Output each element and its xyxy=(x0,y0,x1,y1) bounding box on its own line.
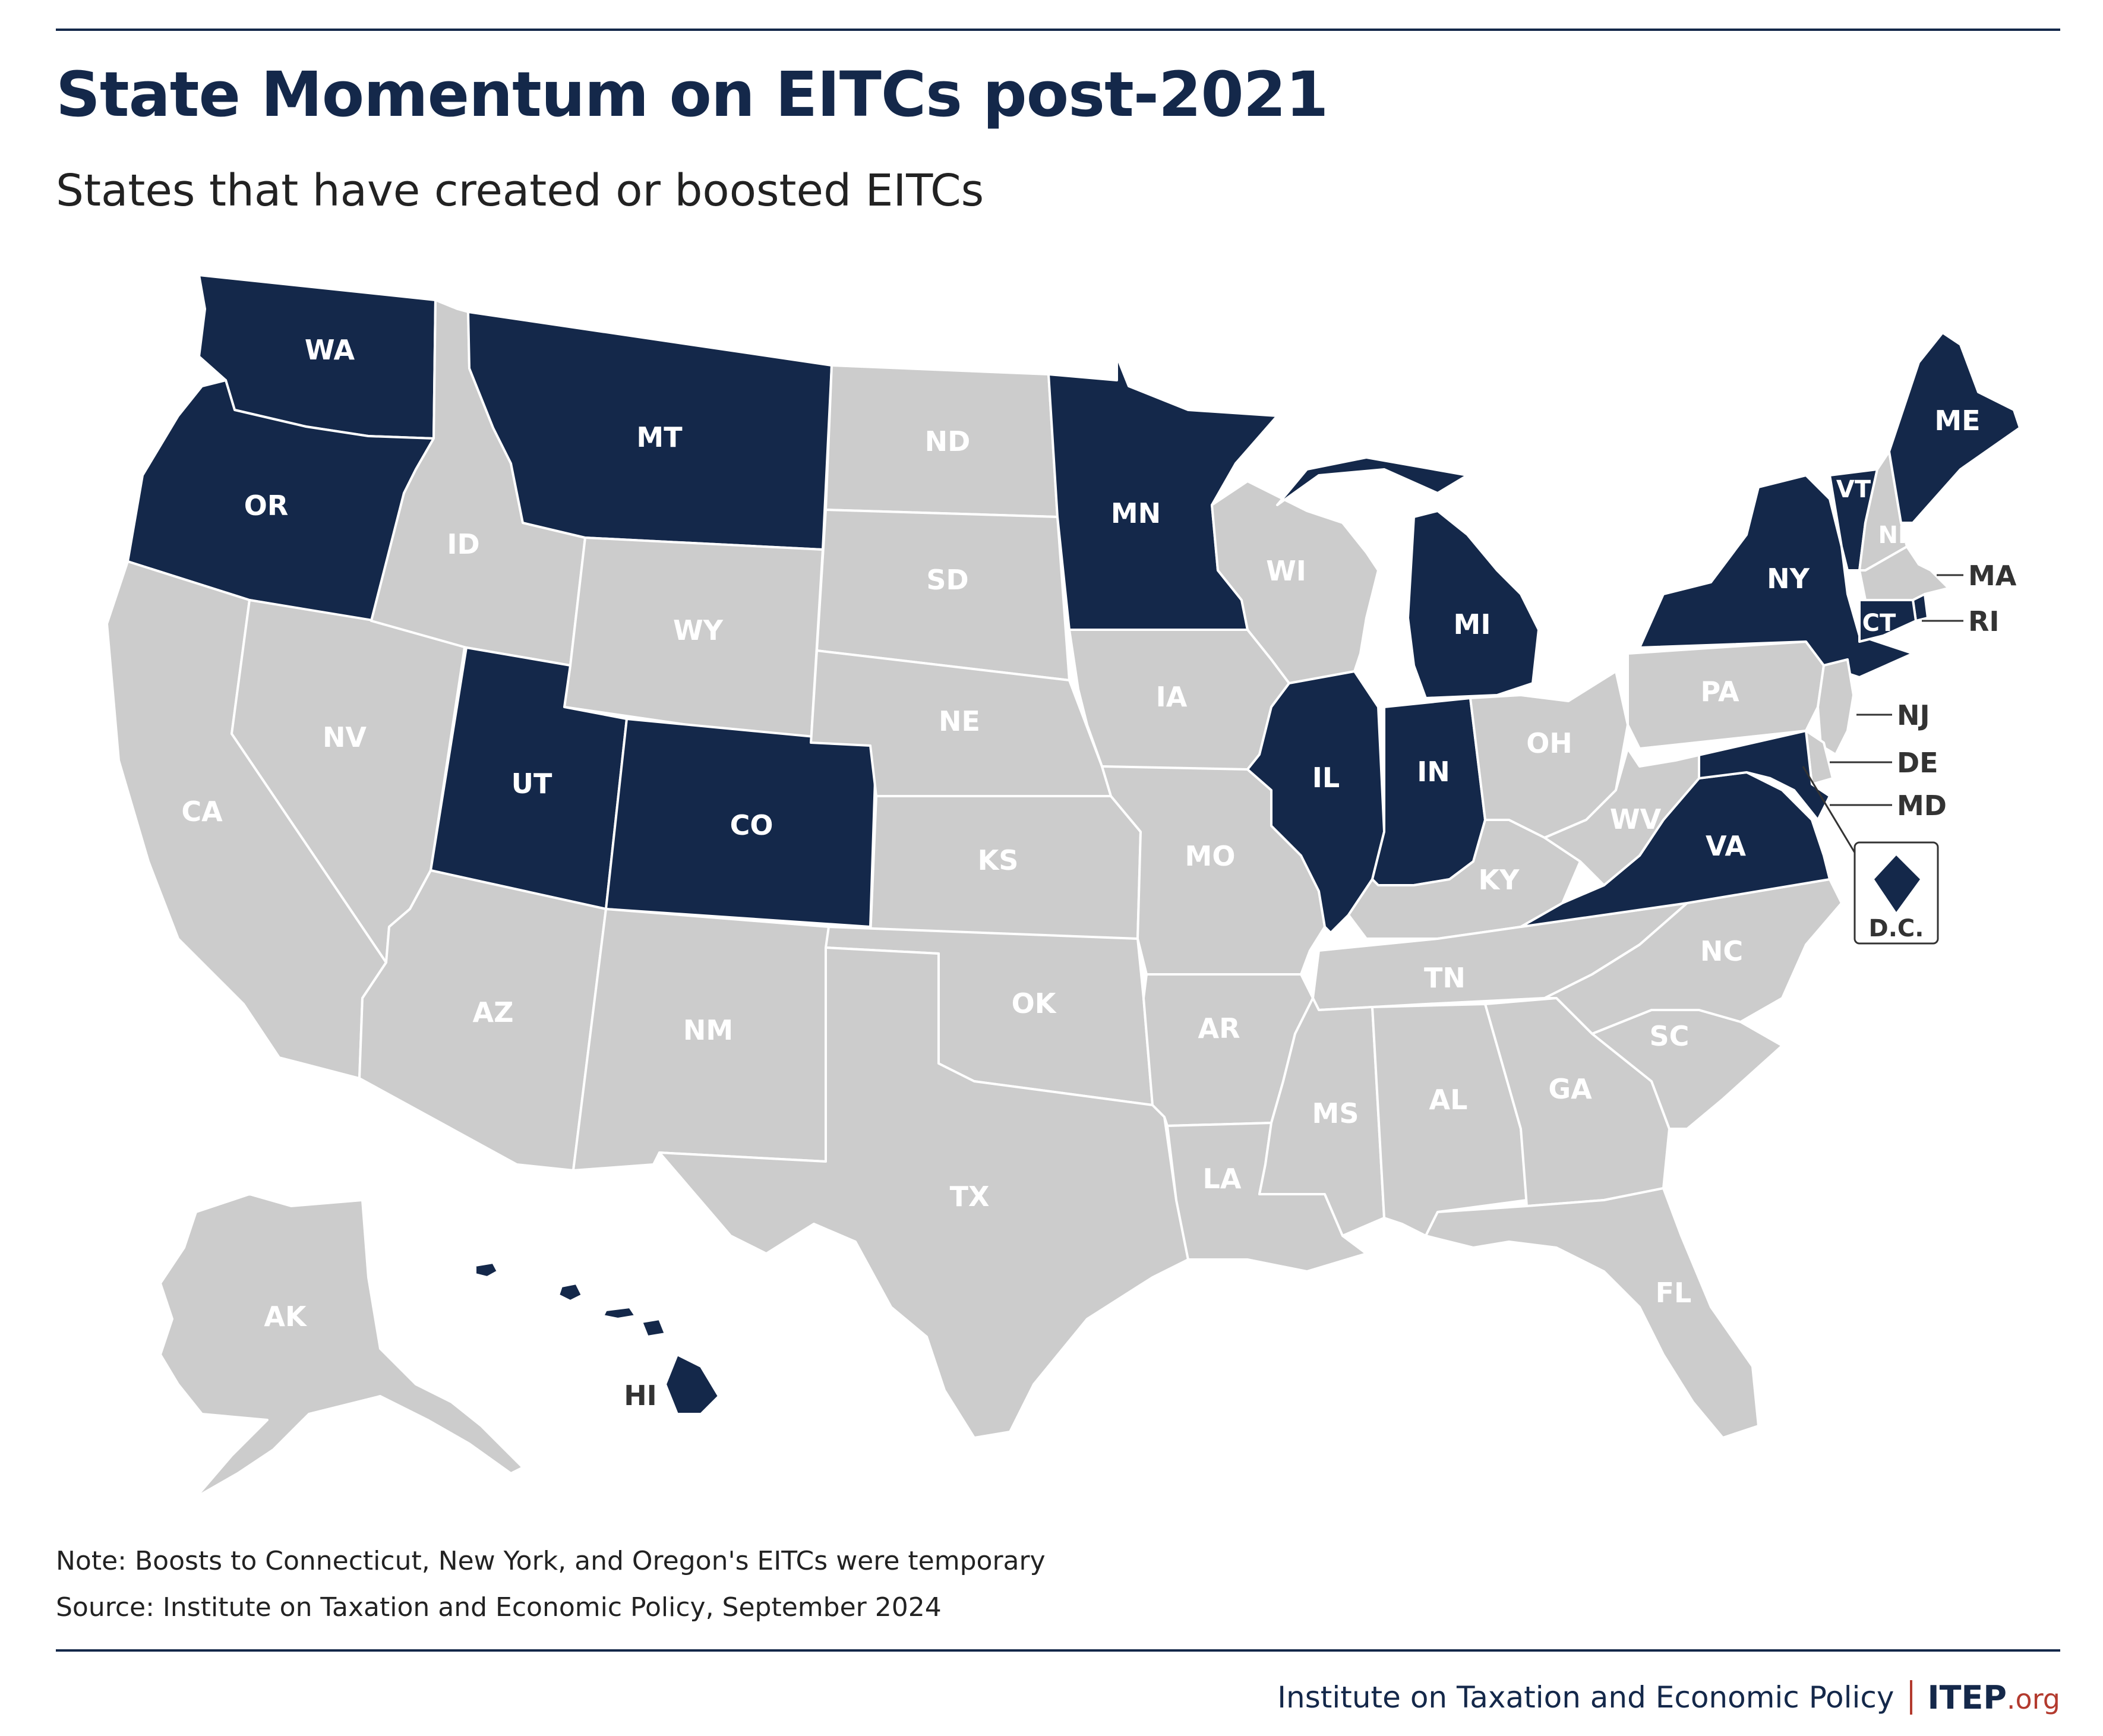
state-label-pa: PA xyxy=(1700,676,1739,708)
state-label-mi: MI xyxy=(1454,608,1491,640)
state-label-nm: NM xyxy=(683,1014,733,1046)
state-label-mn: MN xyxy=(1111,497,1161,529)
state-label-mo: MO xyxy=(1185,840,1236,872)
state-label-sc: SC xyxy=(1650,1020,1690,1052)
state-label-ar: AR xyxy=(1198,1012,1240,1044)
state-label-mt: MT xyxy=(636,421,683,453)
state-label-la: LA xyxy=(1203,1163,1242,1195)
state-label-nh: NH xyxy=(1878,522,1918,549)
state-ms[interactable] xyxy=(1258,997,1385,1237)
state-shapes xyxy=(106,274,2021,1498)
state-ct[interactable] xyxy=(1858,599,1917,643)
state-tx[interactable] xyxy=(658,946,1189,1439)
footer-logo-suffix: .org xyxy=(2006,1683,2060,1715)
leader-dc xyxy=(1802,766,1858,856)
state-label-id: ID xyxy=(447,528,479,560)
state-md[interactable] xyxy=(1674,730,1831,821)
callout-leaders xyxy=(1802,574,1963,856)
state-label-ri: RI xyxy=(1968,605,2000,637)
state-label-tx: TX xyxy=(950,1181,990,1213)
state-il[interactable] xyxy=(1246,670,1385,934)
state-hi[interactable] xyxy=(474,1261,720,1415)
state-label-tn: TN xyxy=(1424,962,1466,994)
state-label-wa: WA xyxy=(305,334,355,366)
state-label-co: CO xyxy=(730,809,773,841)
state-label-wv: WV xyxy=(1610,803,1662,835)
state-label-al: AL xyxy=(1429,1084,1468,1116)
state-label-ut: UT xyxy=(511,768,552,800)
state-label-ne: NE xyxy=(939,705,980,737)
footer-logo-text: ITEP xyxy=(1927,1678,2007,1716)
state-label-ak: AK xyxy=(264,1301,308,1333)
map-note: Note: Boosts to Connecticut, New York, a… xyxy=(56,1546,1046,1576)
state-label-ga: GA xyxy=(1548,1073,1592,1105)
state-nj[interactable] xyxy=(1817,658,1855,756)
state-label-or: OR xyxy=(244,490,289,522)
state-label-ks: KS xyxy=(978,844,1019,876)
state-dc[interactable] xyxy=(1874,856,1920,912)
state-label-ny: NY xyxy=(1767,563,1810,595)
state-label-ia: IA xyxy=(1156,681,1188,713)
state-label-wy: WY xyxy=(673,614,724,646)
state-label-md: MD xyxy=(1897,790,1947,822)
state-labels: WA OR CA NV ID MT WY UT CO AZ NM ND SD NE KS OK TX MN IA MO… xyxy=(181,334,2016,1412)
state-in[interactable] xyxy=(1371,697,1486,886)
itep-logo[interactable]: ITEP.org xyxy=(1928,1679,2060,1716)
state-label-ca: CA xyxy=(181,796,223,828)
footer-divider xyxy=(1909,1680,1912,1715)
state-label-az: AZ xyxy=(473,996,514,1028)
top-rule xyxy=(56,29,2060,31)
state-fl[interactable] xyxy=(1425,1187,1760,1439)
dc-inset: D.C. xyxy=(1853,841,1939,945)
state-ak[interactable] xyxy=(159,1193,524,1498)
state-label-in: IN xyxy=(1417,756,1450,788)
state-label-wi: WI xyxy=(1266,555,1306,587)
state-label-me: ME xyxy=(1934,405,1980,437)
page-subtitle: States that have created or boosted EITC… xyxy=(56,165,984,216)
state-mi[interactable] xyxy=(1276,456,1540,699)
state-nc[interactable] xyxy=(1543,878,1843,1035)
state-label-de: DE xyxy=(1897,747,1938,779)
state-label-oh: OH xyxy=(1526,727,1572,759)
state-label-dc: D.C. xyxy=(1869,915,1924,942)
bottom-rule xyxy=(56,1649,2060,1652)
state-label-nv: NV xyxy=(323,721,367,753)
state-label-hi: HI xyxy=(624,1380,657,1412)
state-label-ok: OK xyxy=(1012,987,1057,1019)
state-label-nd: ND xyxy=(925,425,971,457)
footer: Institute on Taxation and Economic Polic… xyxy=(1277,1677,2060,1718)
state-label-ct: CT xyxy=(1862,610,1896,637)
state-label-sd: SD xyxy=(926,564,968,596)
state-label-va: VA xyxy=(1706,830,1746,862)
state-label-ms: MS xyxy=(1312,1097,1359,1129)
state-label-fl: FL xyxy=(1656,1277,1692,1309)
state-me[interactable] xyxy=(1888,332,2021,524)
state-label-nj: NJ xyxy=(1897,699,1930,731)
page-title: State Momentum on EITCs post-2021 xyxy=(56,58,1328,131)
map-source: Source: Institute on Taxation and Econom… xyxy=(56,1592,942,1623)
state-label-nc: NC xyxy=(1700,935,1743,967)
state-wi[interactable] xyxy=(1211,480,1379,684)
footer-org-name: Institute on Taxation and Economic Polic… xyxy=(1277,1680,1894,1715)
state-label-ky: KY xyxy=(1479,864,1520,896)
state-label-ma: MA xyxy=(1968,560,2017,592)
state-label-il: IL xyxy=(1312,762,1340,794)
state-label-vt: VT xyxy=(1836,476,1871,503)
